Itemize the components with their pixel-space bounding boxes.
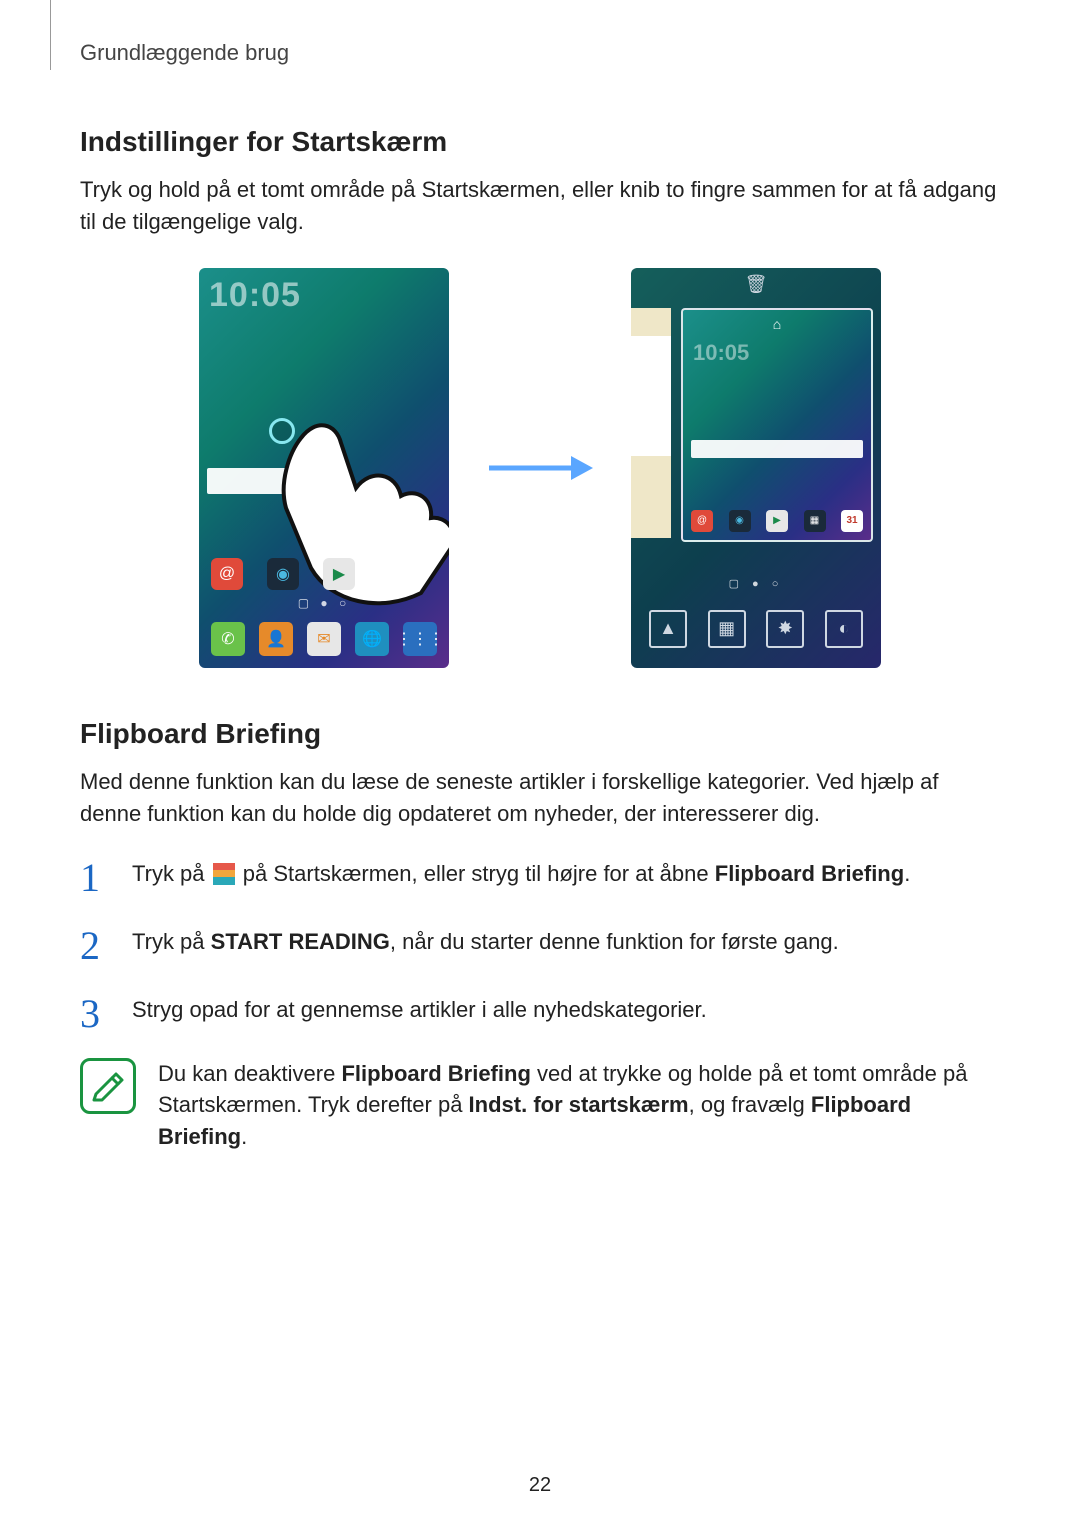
app-icon: ◉ xyxy=(267,558,299,590)
widgets-icon: ▦ xyxy=(708,610,746,648)
section1-body: Tryk og hold på et tomt område på Starts… xyxy=(80,174,1000,238)
figure-phone-before: 10:05 @ ◉ ▶ ▢ ● ○ ✆ 👤 ✉ 🌐 ⋮⋮⋮ xyxy=(199,268,449,668)
figure-nav-dots-2: ▢ ● ○ xyxy=(631,577,881,590)
flipboard-inline-icon xyxy=(213,863,235,885)
figure-edit-toolbar: ▲ ▦ ✸ ◐ xyxy=(649,610,863,648)
figure-phone-after: 🗑 ⌂ 10:05 @ ◉ ▶ ▦ 31 ▢ ● ○ ▲ ▦ ✸ ◐ xyxy=(631,268,881,668)
figure-row: 10:05 @ ◉ ▶ ▢ ● ○ ✆ 👤 ✉ 🌐 ⋮⋮⋮ xyxy=(80,268,1000,668)
app-icon: @ xyxy=(211,558,243,590)
note-bold-1: Flipboard Briefing xyxy=(341,1061,530,1086)
step-2-text-a: Tryk på xyxy=(132,929,211,954)
step-2-bold: START READING xyxy=(211,929,390,954)
figure-left-panel xyxy=(631,308,671,538)
figure-homescreen-thumbnail: ⌂ 10:05 @ ◉ ▶ ▦ 31 xyxy=(681,308,873,542)
step-1-text-a: Tryk på xyxy=(132,861,205,886)
step-2: Tryk på START READING, når du starter de… xyxy=(80,922,1000,962)
section1-heading: Indstillinger for Startskærm xyxy=(80,126,1000,158)
note-text-e: . xyxy=(241,1124,247,1149)
figure-dock: ✆ 👤 ✉ 🌐 ⋮⋮⋮ xyxy=(211,622,437,656)
dock-messages-icon: ✉ xyxy=(307,622,341,656)
home-icon: ⌂ xyxy=(683,316,871,332)
note-icon xyxy=(80,1058,136,1114)
mini-app-icon: @ xyxy=(691,510,713,532)
settings-icon: ✸ xyxy=(766,610,804,648)
figure-nav-dots: ▢ ● ○ xyxy=(199,596,449,610)
dock-contacts-icon: 👤 xyxy=(259,622,293,656)
figure-mini-clock: 10:05 xyxy=(693,340,749,366)
note-text: Du kan deaktivere Flipboard Briefing ved… xyxy=(158,1058,1000,1154)
step-3: Stryg opad for at gennemse artikler i al… xyxy=(80,990,1000,1030)
wallpapers-icon: ▲ xyxy=(649,610,687,648)
page-number: 22 xyxy=(0,1474,1080,1497)
figure-clock: 10:05 xyxy=(209,276,301,315)
trash-icon: 🗑 xyxy=(631,274,881,295)
figure-mini-app-row: @ ◉ ▶ ▦ 31 xyxy=(691,510,863,532)
figure-mini-search xyxy=(691,440,863,458)
dock-apps-icon: ⋮⋮⋮ xyxy=(403,622,437,656)
breadcrumb: Grundlæggende brug xyxy=(80,40,1000,66)
section2-heading: Flipboard Briefing xyxy=(80,718,1000,750)
dock-internet-icon: 🌐 xyxy=(355,622,389,656)
step-1-text-c: . xyxy=(904,861,910,886)
arrow-icon xyxy=(485,448,595,488)
steps-list: Tryk på på Startskærmen, eller stryg til… xyxy=(80,854,1000,1030)
note-text-a: Du kan deaktivere xyxy=(158,1061,341,1086)
app-icon: ▶ xyxy=(323,558,355,590)
step-1-bold: Flipboard Briefing xyxy=(715,861,904,886)
step-1-text-b: på Startskærmen, eller stryg til højre f… xyxy=(243,861,715,886)
themes-icon: ◐ xyxy=(825,610,863,648)
note-text-d: , og fravælg xyxy=(689,1092,811,1117)
section2-body: Med denne funktion kan du læse de senest… xyxy=(80,766,1000,830)
mini-app-icon: ▶ xyxy=(766,510,788,532)
note-bold-2: Indst. for startskærm xyxy=(469,1092,689,1117)
figure-app-row: @ ◉ ▶ xyxy=(211,558,355,590)
mini-app-icon: ▦ xyxy=(804,510,826,532)
mini-calendar-icon: 31 xyxy=(841,510,863,532)
step-1: Tryk på på Startskærmen, eller stryg til… xyxy=(80,854,1000,894)
mini-app-icon: ◉ xyxy=(729,510,751,532)
step-3-text: Stryg opad for at gennemse artikler i al… xyxy=(132,993,707,1026)
page-left-rule xyxy=(50,0,51,70)
step-2-text-b: , når du starter denne funktion for førs… xyxy=(390,929,839,954)
dock-phone-icon: ✆ xyxy=(211,622,245,656)
note-block: Du kan deaktivere Flipboard Briefing ved… xyxy=(80,1058,1000,1154)
